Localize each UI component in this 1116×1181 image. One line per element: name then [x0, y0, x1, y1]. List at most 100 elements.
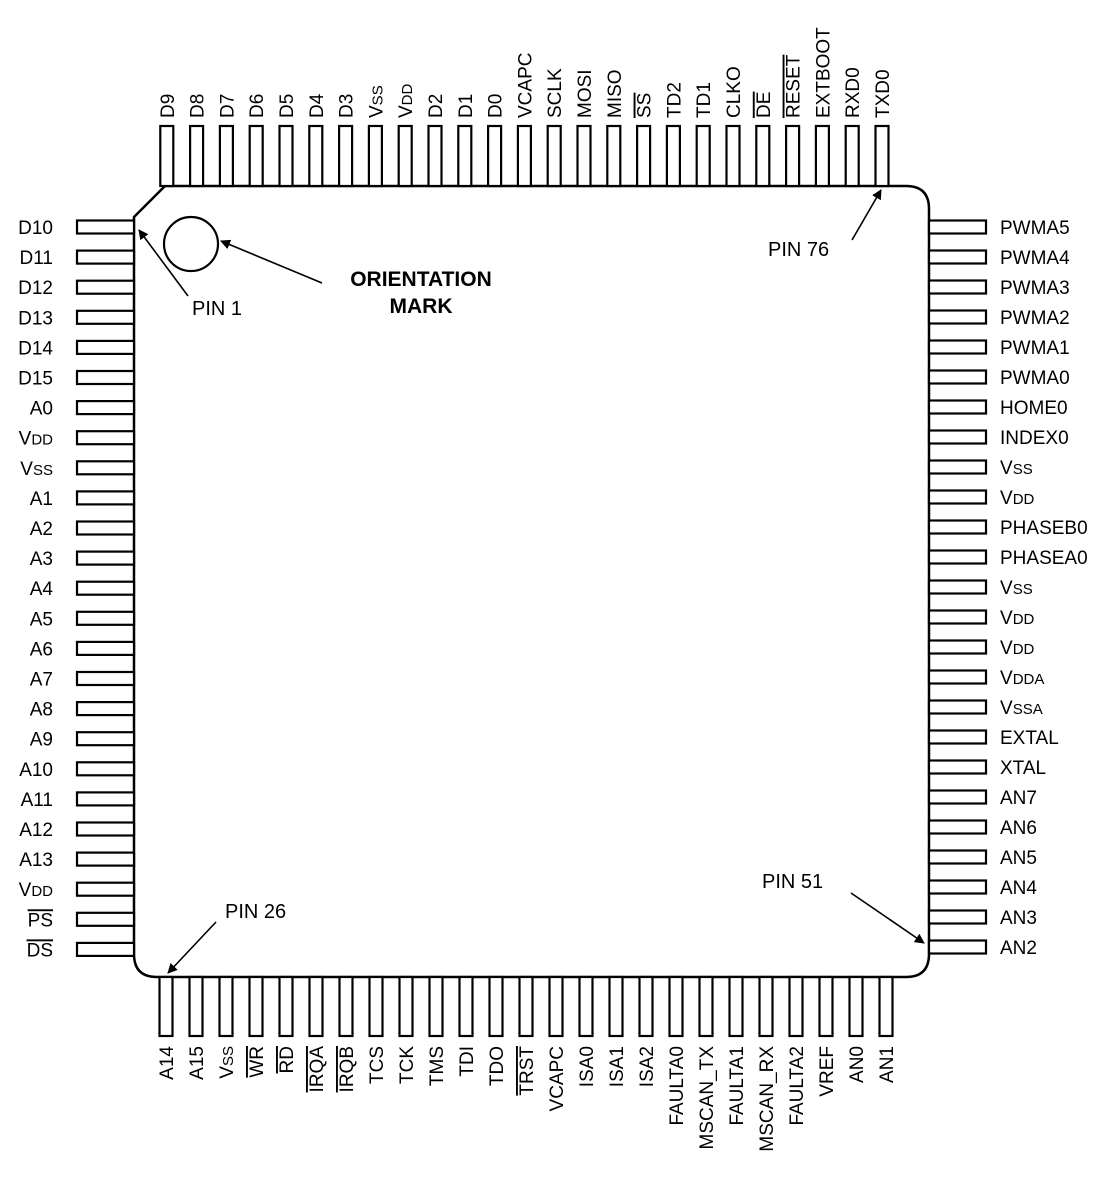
pin26-label: PIN 26	[225, 901, 286, 923]
pin1-arrow	[138, 229, 189, 297]
pin-label-bottom: A15	[187, 1046, 208, 1080]
pin-bottom-tck	[398, 975, 414, 1038]
pin1-label: PIN 1	[192, 298, 242, 320]
pin-label-left: A2	[30, 519, 53, 540]
pin-label-bottom: MSCAN_RX	[757, 1046, 778, 1152]
pin-label-bottom: TDI	[457, 1046, 478, 1077]
pin-top-td2	[665, 124, 682, 188]
pin-label-bottom: AN1	[877, 1046, 898, 1083]
pin-label-top: SS	[635, 93, 656, 118]
pin-label-left: A5	[30, 609, 53, 630]
pin-label-bottom: MSCAN_TX	[697, 1046, 718, 1150]
pin-right-pwma2	[927, 309, 988, 325]
pin-label-bottom: TCS	[367, 1046, 388, 1084]
pin-top-vcapc	[516, 124, 533, 188]
pin-bottom-isa1	[608, 975, 624, 1038]
pin-left-d11	[75, 249, 136, 265]
pin-label-top: RXD0	[843, 67, 864, 118]
orientation-arrow	[220, 239, 323, 284]
pin-label-left: DS	[27, 940, 53, 961]
pin-label-bottom: TRST	[517, 1046, 538, 1096]
pin-top-txd0	[874, 124, 890, 188]
pin-top-reset	[784, 124, 801, 188]
pin-left-a0	[75, 400, 136, 416]
pin-right-phasea0	[927, 549, 988, 565]
pin-label-bottom: A14	[157, 1046, 178, 1080]
pin-top-d7	[218, 124, 234, 188]
pin-bottom-faulta1	[728, 975, 744, 1038]
pin-right-vss	[927, 579, 988, 595]
pin-label-right: VDD	[1000, 488, 1035, 509]
pin-label-left: D11	[20, 248, 53, 269]
pin-top-d5	[278, 124, 294, 188]
pin-left-d15	[75, 369, 136, 386]
pin-label-top: VCAPC	[515, 53, 536, 118]
pin-left-d12	[75, 279, 136, 295]
pin76-label: PIN 76	[768, 239, 829, 261]
pin-bottom-an1	[878, 975, 894, 1038]
pin-bottom-irqa	[308, 975, 324, 1038]
pin-label-bottom: TMS	[427, 1046, 448, 1086]
pin-top-sclk	[546, 124, 562, 188]
pin-right-vdda	[927, 669, 988, 685]
pin-label-right: PWMA0	[1000, 368, 1070, 389]
pin-label-left: VSS	[20, 459, 53, 480]
pin-label-bottom: TCK	[397, 1046, 418, 1084]
pin-top-de	[755, 124, 771, 188]
pin-right-an6	[927, 819, 988, 835]
pin-label-bottom: AN0	[847, 1046, 868, 1083]
pin-right-xtal	[927, 759, 988, 775]
pin-label-left: A8	[30, 700, 53, 721]
pin-label-left: PS	[28, 910, 53, 931]
pin-label-top: D3	[337, 94, 358, 118]
pin-label-left: A4	[30, 579, 54, 600]
chip-body	[132, 184, 931, 979]
pin-right-phaseb0	[927, 519, 988, 535]
pin-bottom-an0	[848, 975, 864, 1038]
pin-label-left: D14	[18, 338, 53, 359]
pin-top-miso	[606, 124, 622, 188]
pin-right-pwma3	[927, 279, 988, 295]
pin-left-a3	[75, 550, 136, 566]
pin-left-a6	[75, 640, 136, 657]
pin-bottom-tms	[428, 975, 444, 1038]
pin-label-left: A0	[30, 399, 53, 420]
pin-left-a1	[75, 490, 136, 506]
pin-bottom-tcs	[368, 975, 384, 1038]
pin-bottom-a14	[158, 975, 174, 1038]
pin-label-right: PWMA5	[1000, 218, 1070, 239]
pin-label-right: AN4	[1000, 878, 1037, 899]
pin-top-d6	[248, 124, 264, 188]
pin-bottom-isa2	[638, 975, 654, 1038]
pin-top-d2	[427, 124, 443, 188]
orientation-label-line2: MARK	[390, 295, 453, 318]
pin-right-pwma0	[927, 369, 988, 385]
pin-label-right: AN3	[1000, 908, 1037, 929]
pin-left-d13	[75, 309, 136, 325]
pin-left-a4	[75, 580, 136, 596]
pin-right-vdd	[927, 489, 988, 505]
pin-label-bottom: IRQB	[337, 1046, 358, 1092]
pin-label-left: VDD	[19, 429, 54, 450]
pin-top-vss	[367, 124, 383, 188]
pin-label-top: D4	[307, 93, 328, 118]
pin-bottom-vref	[818, 975, 834, 1038]
pin-label-top: TD2	[664, 82, 685, 118]
pin-bottom-mscan-rx	[758, 975, 774, 1038]
pin-label-left: A12	[19, 820, 53, 841]
pin-left-a10	[75, 761, 136, 777]
pin-label-left: VDD	[19, 880, 54, 901]
pin-label-bottom: VCAPC	[547, 1046, 568, 1111]
pin-label-left: A6	[30, 639, 53, 660]
pin-label-bottom: IRQA	[307, 1046, 328, 1093]
pin-left-vdd	[75, 430, 136, 446]
pin-label-left: A3	[30, 549, 53, 570]
pin-label-left: D13	[18, 308, 53, 329]
pin-bottom-isa0	[578, 975, 594, 1038]
pin-label-top: SCLK	[545, 68, 566, 118]
pin-label-left: D15	[18, 369, 53, 390]
pin-left-a11	[75, 791, 136, 807]
pin-top-rxd0	[844, 124, 860, 188]
pin-right-index0	[927, 429, 988, 445]
pin-label-right: INDEX0	[1000, 428, 1069, 449]
